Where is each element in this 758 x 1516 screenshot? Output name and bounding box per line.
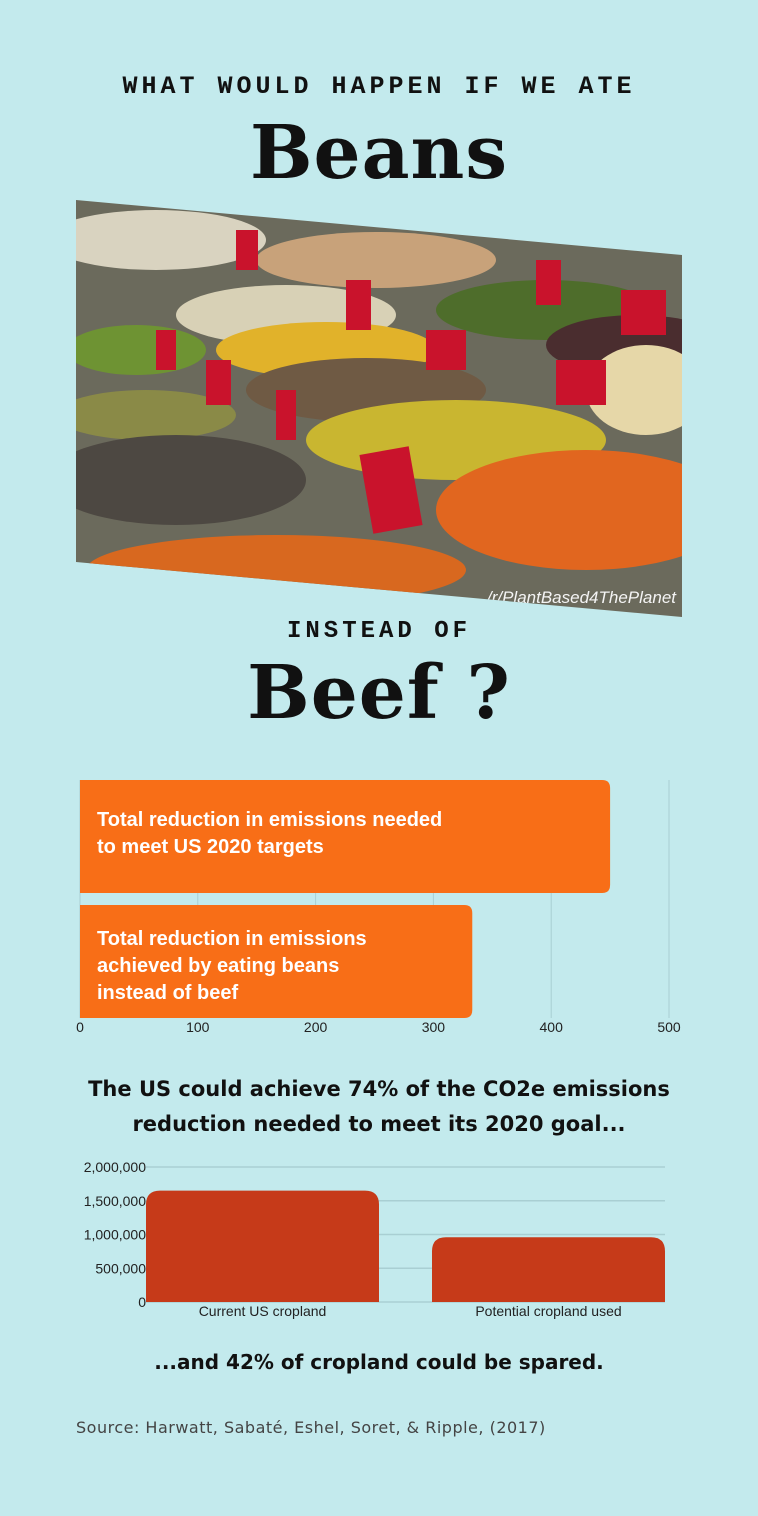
x-tick-label: 200: [304, 1019, 328, 1035]
photo-credit: /r/PlantBased4ThePlanet: [486, 588, 677, 607]
bar: [146, 1190, 379, 1302]
y-tick-label: 1,500,000: [84, 1193, 146, 1209]
bar-label: Total reduction in emissions needed: [97, 809, 442, 831]
y-tick-label: 500,000: [95, 1260, 146, 1276]
x-category-label: Current US cropland: [199, 1303, 327, 1319]
x-tick-label: 0: [76, 1019, 84, 1035]
x-tick-label: 300: [422, 1019, 446, 1035]
y-tick-label: 1,000,000: [84, 1227, 146, 1243]
bar-label: Total reduction in emissions: [97, 928, 367, 950]
x-tick-label: 500: [657, 1019, 681, 1035]
x-tick-label: 400: [540, 1019, 564, 1035]
source-citation: Source: Harwatt, Sabaté, Eshel, Soret, &…: [76, 1418, 546, 1437]
bar: [80, 780, 611, 893]
title-beef: Beef ?: [247, 650, 511, 736]
emissions-bar-chart: 0 100 200 300 400 500 Total reduction in emiss…: [76, 780, 681, 1035]
middle-heading: INSTEAD OF: [286, 618, 472, 645]
y-tick-label: 0: [138, 1294, 146, 1310]
kicker-heading: WHAT WOULD HAPPEN IF WE ATE: [122, 72, 636, 101]
x-category-label: Potential cropland used: [475, 1303, 621, 1319]
cropland-bar-chart: 0 500,000 1,000,000 1,500,000 2,000,000 Curre…: [84, 1159, 665, 1319]
emissions-caption: The US could achieve 74% of the CO2e emi…: [0, 1072, 758, 1142]
y-tick-label: 2,000,000: [84, 1159, 146, 1175]
caption-line: The US could achieve 74% of the CO2e emi…: [88, 1077, 670, 1101]
bar: [432, 1237, 665, 1302]
beans-market-photo: /r/PlantBased4ThePlanet: [76, 200, 682, 617]
bar-label: achieved by eating beans: [97, 955, 339, 977]
cropland-caption: ...and 42% of cropland could be spared.: [154, 1350, 604, 1374]
bar: [80, 905, 473, 1018]
x-tick-label: 100: [186, 1019, 210, 1035]
title-beans: Beans: [249, 110, 509, 196]
bar-label: to meet US 2020 targets: [97, 836, 324, 858]
bar-label: instead of beef: [97, 982, 238, 1004]
caption-line: reduction needed to meet its 2020 goal..…: [132, 1112, 626, 1136]
